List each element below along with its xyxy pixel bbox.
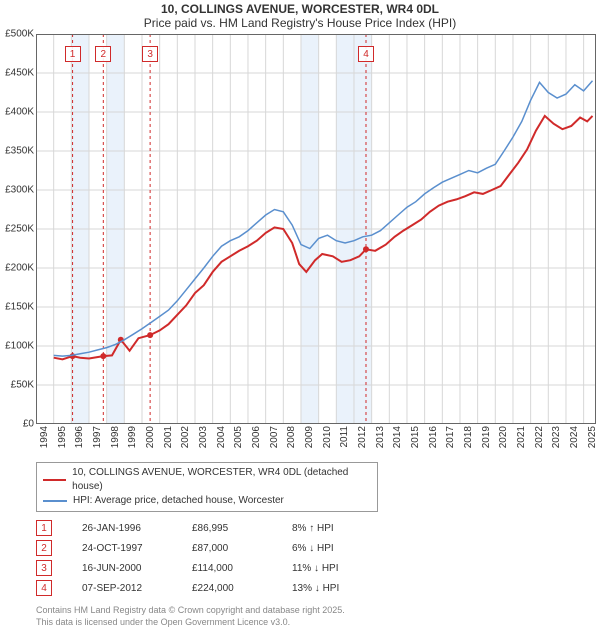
x-tick-label: 2013	[375, 426, 386, 448]
title-line1: 10, COLLINGS AVENUE, WORCESTER, WR4 0DL	[0, 2, 600, 16]
footnote: Contains HM Land Registry data © Crown c…	[36, 604, 576, 628]
y-tick-label: £150K	[5, 302, 34, 313]
sale-price: £86,995	[192, 523, 292, 534]
x-tick-label: 2015	[410, 426, 421, 448]
y-tick-label: £50K	[11, 380, 34, 391]
x-tick-label: 1995	[57, 426, 68, 448]
x-tick-label: 2017	[445, 426, 456, 448]
x-tick-label: 1998	[110, 426, 121, 448]
footnote-line1: Contains HM Land Registry data © Crown c…	[36, 604, 576, 616]
legend-swatch	[43, 500, 67, 502]
x-tick-label: 2005	[233, 426, 244, 448]
x-tick-label: 2002	[180, 426, 191, 448]
x-tick-label: 2000	[145, 426, 156, 448]
x-tick-label: 1996	[74, 426, 85, 448]
x-tick-label: 2025	[587, 426, 598, 448]
sales-row: 2 24-OCT-1997£87,0006% ↓ HPI	[36, 538, 516, 558]
sales-table: 126-JAN-1996£86,9958% ↑ HPI224-OCT-1997£…	[36, 518, 516, 598]
chart-area: £0£50K£100K£150K£200K£250K£300K£350K£400…	[36, 34, 596, 424]
sale-date: 24-OCT-1997	[82, 543, 192, 554]
x-tick-label: 2008	[286, 426, 297, 448]
event-marker: 1	[65, 46, 81, 62]
legend-label: HPI: Average price, detached house, Worc…	[73, 494, 284, 508]
x-tick-label: 2012	[357, 426, 368, 448]
event-marker: 3	[142, 46, 158, 62]
y-axis-labels: £0£50K£100K£150K£200K£250K£300K£350K£400…	[0, 34, 34, 424]
x-tick-label: 2023	[551, 426, 562, 448]
x-tick-label: 2021	[516, 426, 527, 448]
x-tick-label: 1994	[39, 426, 50, 448]
y-tick-label: £500K	[5, 29, 34, 40]
legend-row: HPI: Average price, detached house, Worc…	[43, 494, 371, 508]
y-tick-label: £400K	[5, 107, 34, 118]
legend-label: 10, COLLINGS AVENUE, WORCESTER, WR4 0DL …	[72, 466, 371, 494]
y-tick-label: £200K	[5, 263, 34, 274]
x-tick-label: 2011	[339, 426, 350, 448]
x-tick-label: 2004	[216, 426, 227, 448]
sales-row: 1 26-JAN-1996£86,9958% ↑ HPI	[36, 518, 516, 538]
x-tick-label: 2006	[251, 426, 262, 448]
y-tick-label: £250K	[5, 224, 34, 235]
sales-row: 3 16-JUN-2000£114,00011% ↓ HPI	[36, 558, 516, 578]
x-tick-label: 1999	[127, 426, 138, 448]
footnote-line2: This data is licensed under the Open Gov…	[36, 616, 576, 628]
legend-row: 10, COLLINGS AVENUE, WORCESTER, WR4 0DL …	[43, 466, 371, 494]
event-marker: 2	[95, 46, 111, 62]
sale-price: £114,000	[192, 563, 292, 574]
x-tick-label: 2022	[534, 426, 545, 448]
x-tick-label: 2003	[198, 426, 209, 448]
sales-row: 4 07-SEP-2012£224,00013% ↓ HPI	[36, 578, 516, 598]
y-tick-label: £0	[23, 419, 34, 430]
legend: 10, COLLINGS AVENUE, WORCESTER, WR4 0DL …	[36, 462, 378, 512]
y-tick-label: £450K	[5, 68, 34, 79]
x-tick-label: 2009	[304, 426, 315, 448]
sale-marker-number: 2	[36, 540, 52, 556]
x-tick-label: 2024	[569, 426, 580, 448]
x-axis-labels: 1994 1995 1996 1997 1998 1999 2000 2001 2002 2003…	[36, 424, 596, 454]
sale-price: £224,000	[192, 583, 292, 594]
sale-price: £87,000	[192, 543, 292, 554]
event-marker: 4	[358, 46, 374, 62]
legend-swatch	[43, 479, 66, 481]
sale-pct-vs-hpi: 6% ↓ HPI	[292, 543, 402, 554]
x-tick-label: 2010	[322, 426, 333, 448]
chart-title-block: 10, COLLINGS AVENUE, WORCESTER, WR4 0DL …	[0, 0, 600, 30]
sale-pct-vs-hpi: 11% ↓ HPI	[292, 563, 402, 574]
sale-pct-vs-hpi: 8% ↑ HPI	[292, 523, 402, 534]
sale-pct-vs-hpi: 13% ↓ HPI	[292, 583, 402, 594]
x-tick-label: 2016	[428, 426, 439, 448]
line-chart	[36, 34, 596, 424]
y-tick-label: £350K	[5, 146, 34, 157]
sale-marker-number: 1	[36, 520, 52, 536]
title-line2: Price paid vs. HM Land Registry's House …	[0, 16, 600, 30]
y-tick-label: £100K	[5, 341, 34, 352]
sale-marker-number: 4	[36, 580, 52, 596]
sale-marker-number: 3	[36, 560, 52, 576]
x-tick-label: 2019	[481, 426, 492, 448]
sale-date: 16-JUN-2000	[82, 563, 192, 574]
x-tick-label: 2007	[269, 426, 280, 448]
x-tick-label: 2014	[392, 426, 403, 448]
sale-date: 07-SEP-2012	[82, 583, 192, 594]
x-tick-label: 1997	[92, 426, 103, 448]
y-tick-label: £300K	[5, 185, 34, 196]
x-tick-label: 2018	[463, 426, 474, 448]
sale-date: 26-JAN-1996	[82, 523, 192, 534]
x-tick-label: 2020	[498, 426, 509, 448]
x-tick-label: 2001	[163, 426, 174, 448]
